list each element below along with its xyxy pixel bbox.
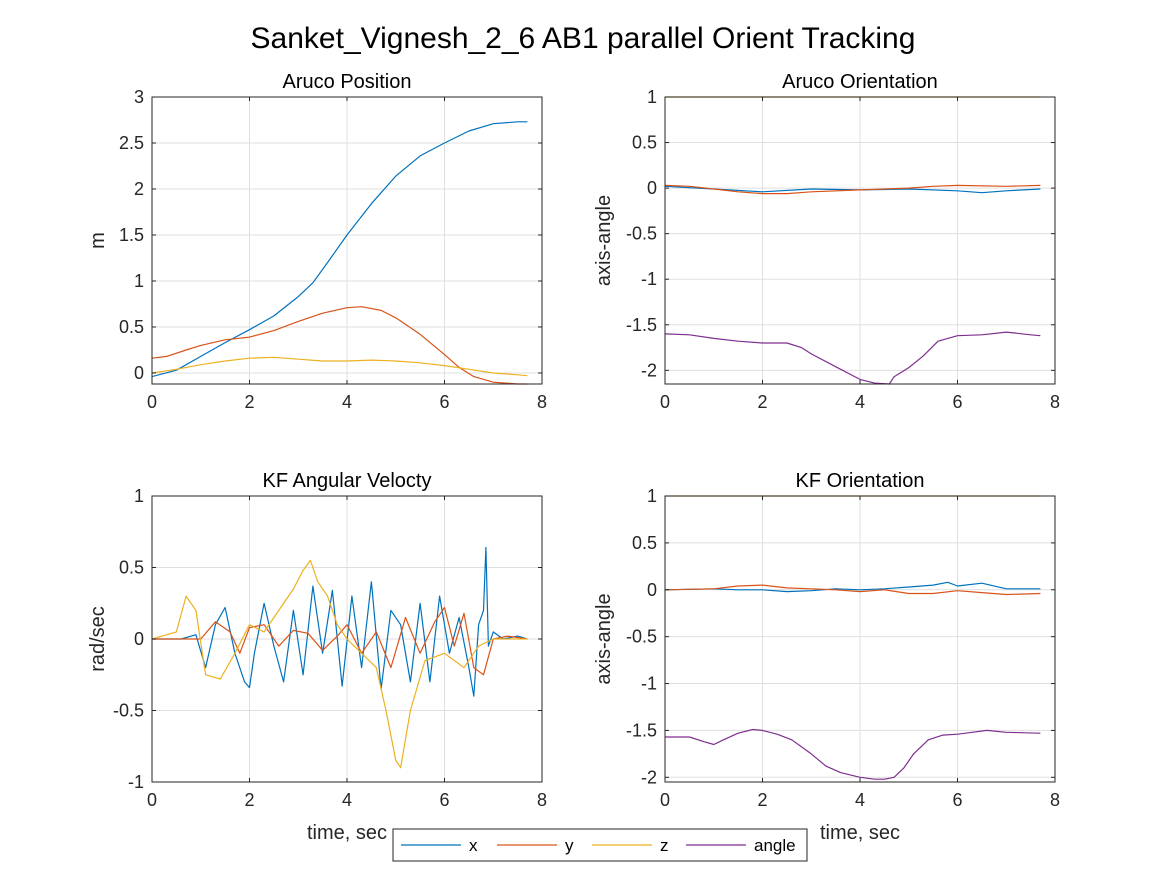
x-tick-label: 6 [952, 790, 962, 810]
x-tick-label: 0 [147, 392, 157, 412]
x-tick-label: 4 [342, 790, 352, 810]
subplot-title: KF Angular Velocty [263, 470, 432, 492]
y-tick-label: 0.5 [632, 133, 657, 153]
legend-label-z: z [660, 836, 669, 855]
series-line-y [665, 184, 1041, 195]
x-tick-label: 6 [439, 790, 449, 810]
x-axis-label: time, sec [820, 822, 900, 844]
x-tick-label: 8 [1050, 392, 1060, 412]
series-line-x [152, 121, 528, 378]
x-tick-label: 6 [952, 392, 962, 412]
series-line-x [152, 546, 528, 697]
x-tick-label: 8 [537, 392, 547, 412]
y-tick-label: -2 [641, 360, 657, 380]
subplot-kf-orientation: 0 2 4 6 8 -2 -1.5 -1 -0.5 0 0.5 1 KF Orientation axis… [593, 470, 1060, 844]
series-line-z [152, 356, 528, 377]
x-tick-label: 6 [439, 392, 449, 412]
y-tick-label: 1 [134, 486, 144, 506]
y-axis-label: axis-angle [593, 593, 615, 684]
y-tick-label: 3 [134, 87, 144, 107]
x-tick-label: 8 [537, 790, 547, 810]
subplot-title: KF Orientation [796, 470, 925, 492]
subplot-aruco-orientation: 0 2 4 6 8 -2 -1.5 -1 -0.5 0 0.5 1 Aruco Orientation a… [593, 71, 1060, 412]
subplot-kf-angular-velocity: 0 2 4 6 8 -1 -0.5 0 0.5 1 KF Angular Velocty rad/se… [87, 470, 547, 844]
y-tick-label: 0 [647, 580, 657, 600]
y-axis-label: rad/sec [87, 606, 109, 672]
subplot-title: Aruco Position [283, 71, 412, 93]
series-line-y [152, 306, 528, 385]
x-tick-label: 0 [660, 392, 670, 412]
x-tick-label: 2 [757, 392, 767, 412]
x-tick-label: 4 [342, 392, 352, 412]
y-axis-label: m [87, 232, 109, 249]
x-axis-label: time, sec [307, 822, 387, 844]
legend: x y z angle [392, 828, 808, 862]
x-tick-label: 2 [757, 790, 767, 810]
y-tick-label: 2 [134, 179, 144, 199]
x-tick-label: 0 [147, 790, 157, 810]
y-tick-label: -1 [641, 269, 657, 289]
y-tick-label: -1.5 [626, 315, 657, 335]
x-tick-label: 8 [1050, 790, 1060, 810]
y-tick-label: -1 [128, 772, 144, 792]
y-tick-label: 1 [647, 486, 657, 506]
subplot-aruco-position: 0 2 4 6 8 0 0.5 1 1.5 2 2.5 3 Aruco Position m [87, 71, 547, 412]
y-tick-label: -0.5 [113, 701, 144, 721]
series-line-x [665, 581, 1041, 593]
y-tick-label: -0.5 [626, 627, 657, 647]
legend-label-x: x [469, 836, 478, 855]
series-line-angle [665, 331, 1041, 385]
y-tick-label: 1 [134, 271, 144, 291]
y-tick-label: 0 [134, 629, 144, 649]
y-tick-label: 0 [647, 178, 657, 198]
y-axis-label: axis-angle [593, 195, 615, 286]
x-tick-label: 2 [244, 790, 254, 810]
y-tick-label: 0.5 [119, 317, 144, 337]
y-tick-label: 1 [647, 87, 657, 107]
legend-label-y: y [565, 836, 574, 855]
series-line-y [665, 584, 1041, 596]
y-tick-label: 0.5 [119, 558, 144, 578]
x-tick-label: 4 [855, 790, 865, 810]
series-line-z [152, 559, 528, 769]
y-tick-label: 0.5 [632, 533, 657, 553]
y-tick-label: -1.5 [626, 720, 657, 740]
subplot-title: Aruco Orientation [782, 71, 938, 93]
y-tick-label: 2.5 [119, 133, 144, 153]
y-tick-label: 0 [134, 363, 144, 383]
x-tick-label: 4 [855, 392, 865, 412]
series-line-angle [665, 728, 1041, 780]
y-tick-label: -0.5 [626, 224, 657, 244]
legend-label-angle: angle [754, 836, 796, 855]
x-tick-label: 0 [660, 790, 670, 810]
figure-title: Sanket_Vignesh_2_6 AB1 parallel Orient T… [251, 22, 916, 55]
y-tick-label: -1 [641, 674, 657, 694]
y-tick-label: 1.5 [119, 225, 144, 245]
x-tick-label: 2 [244, 392, 254, 412]
y-tick-label: -2 [641, 767, 657, 787]
